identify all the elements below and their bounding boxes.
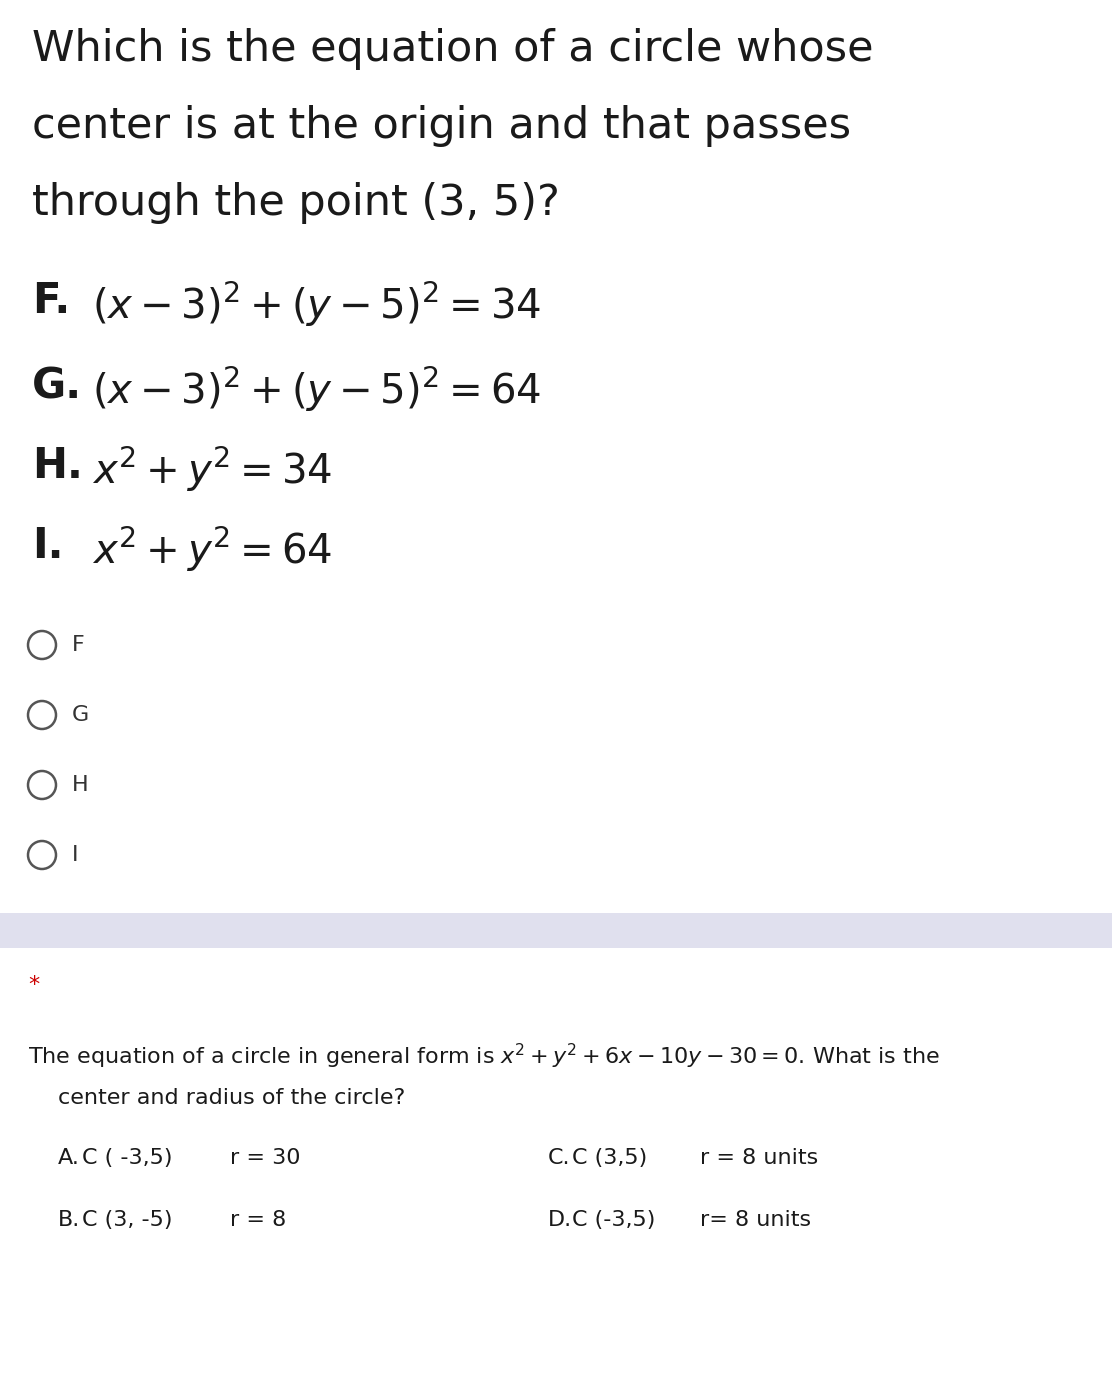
Text: C.: C. [548,1148,570,1167]
Text: G.: G. [32,365,82,407]
Text: center and radius of the circle?: center and radius of the circle? [58,1088,405,1108]
Text: r = 30: r = 30 [230,1148,300,1167]
Text: C (3,5): C (3,5) [572,1148,647,1167]
Text: C (-3,5): C (-3,5) [572,1210,655,1230]
Text: A.: A. [58,1148,80,1167]
Text: The equation of a circle in general form is $x^2 +y^2 +6x - 10y -30 =0$. What is: The equation of a circle in general form… [28,1042,940,1072]
Text: G: G [72,705,89,725]
Text: through the point (3, 5)?: through the point (3, 5)? [32,182,559,223]
Bar [0,913,1112,948]
Text: $(x - 3)^2 + (y - 5)^2 = 64$: $(x - 3)^2 + (y - 5)^2 = 64$ [92,365,542,414]
Text: F.: F. [32,280,70,322]
Text: I: I [72,845,79,865]
Text: H: H [72,775,89,795]
Text: r = 8 units: r = 8 units [699,1148,818,1167]
Text: I.: I. [32,525,63,568]
Text: F: F [72,634,85,655]
Text: $(x - 3)^2 + (y - 5)^2 = 34$: $(x - 3)^2 + (y - 5)^2 = 34$ [92,280,542,329]
Text: *: * [28,974,39,995]
Text: B.: B. [58,1210,80,1230]
Text: r= 8 units: r= 8 units [699,1210,811,1230]
Text: r = 8: r = 8 [230,1210,286,1230]
Text: C (3, -5): C (3, -5) [82,1210,172,1230]
Text: $x^2 + y^2 = 64$: $x^2 + y^2 = 64$ [92,525,332,575]
Text: center is at the origin and that passes: center is at the origin and that passes [32,105,851,147]
Text: D.: D. [548,1210,573,1230]
Text: $x^2 + y^2 = 34$: $x^2 + y^2 = 34$ [92,446,332,494]
Text: Which is the equation of a circle whose: Which is the equation of a circle whose [32,28,874,69]
Text: H.: H. [32,446,83,487]
Text: C ( -3,5): C ( -3,5) [82,1148,172,1167]
